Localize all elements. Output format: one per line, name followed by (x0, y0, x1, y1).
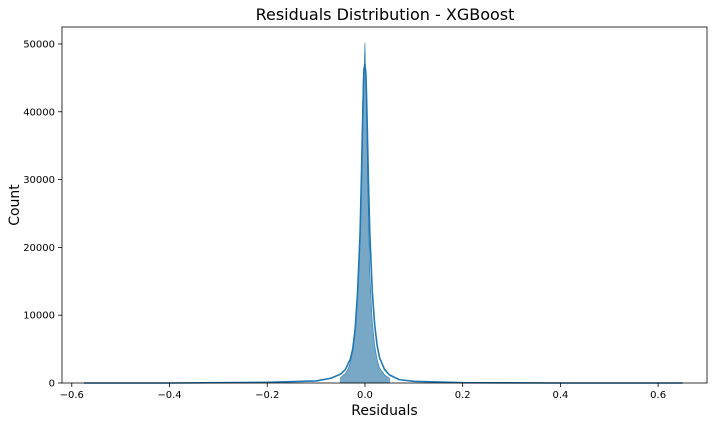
x-tick-label: −0.4 (157, 390, 181, 401)
y-axis-label: Count (7, 184, 23, 226)
x-axis-label: Residuals (351, 403, 417, 419)
y-tick-label: 30000 (23, 175, 55, 186)
y-axis: 0 10000 20000 30000 40000 50000 (23, 39, 62, 390)
x-tick-label: 0.0 (357, 390, 373, 401)
y-tick-label: 40000 (23, 107, 55, 118)
y-tick-label: 10000 (23, 311, 55, 322)
plot-area (83, 42, 683, 384)
x-axis: −0.6 −0.4 −0.2 0.0 0.2 0.4 0.6 (60, 383, 666, 401)
x-tick-label: −0.2 (255, 390, 279, 401)
chart-title: Residuals Distribution - XGBoost (256, 5, 515, 24)
y-tick-label: 50000 (23, 39, 55, 50)
kde-line (83, 63, 683, 384)
x-tick-label: 0.6 (650, 390, 666, 401)
plot-frame (61, 26, 708, 384)
x-tick-label: −0.6 (60, 390, 84, 401)
y-tick-label: 0 (49, 379, 55, 390)
x-tick-label: 0.4 (552, 390, 568, 401)
y-tick-label: 20000 (23, 243, 55, 254)
x-tick-label: 0.2 (455, 390, 471, 401)
